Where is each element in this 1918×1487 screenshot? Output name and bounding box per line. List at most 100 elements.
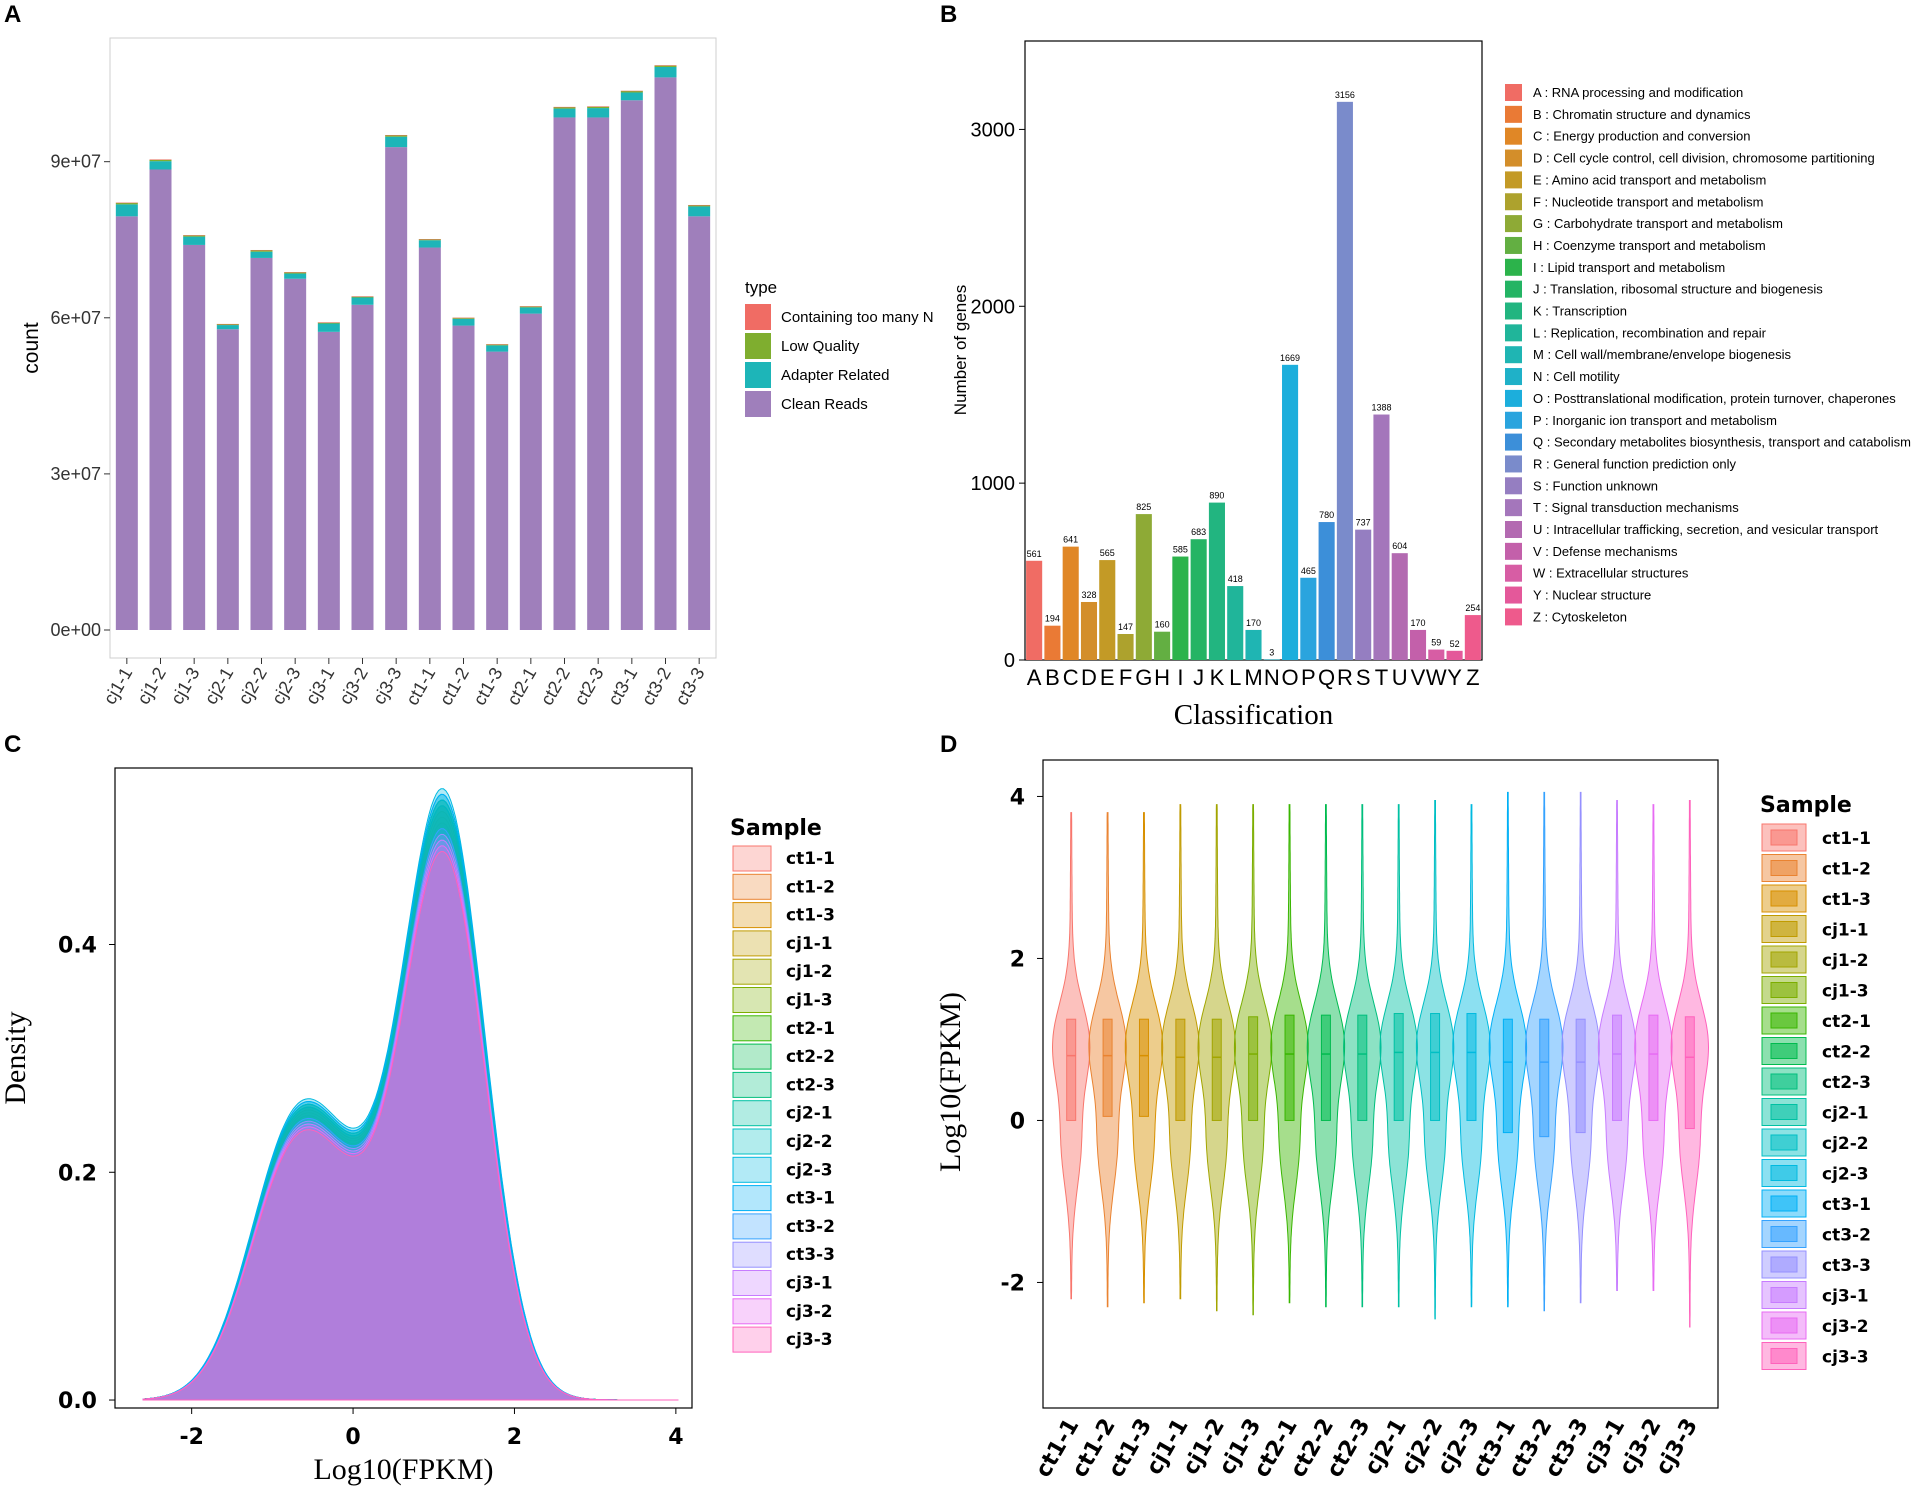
boxplot-ct2-1 [1284,1014,1295,1121]
bar-segment-adapter-related [115,204,138,217]
plot-area-b [1024,40,1483,661]
y-tick-label-a: 3e+07 [50,464,101,484]
legend-key-box-d [1770,1287,1798,1303]
bar-b-F [1117,634,1134,660]
legend-title-d: Sample [1760,793,1852,818]
y-tick-label-a: 0e+00 [50,620,101,640]
legend-label-a: Low Quality [781,338,860,355]
legend-key-c [732,1128,772,1155]
bar-segment-containing-too-many-n [284,272,307,273]
legend-label-c: ct3-3 [786,1245,835,1265]
legend-label-c: ct3-1 [786,1189,835,1209]
y-tick-label-a: 6e+07 [50,308,101,328]
boxplot-ct1-1 [1066,1018,1077,1121]
legend-key-c [732,1071,772,1098]
bar-segment-clean-reads [688,216,711,630]
plot-area-a [109,37,717,659]
legend-label-d: ct1-2 [1822,860,1871,880]
x-tick-label-b: G [1135,665,1152,690]
legend-label-d: ct3-1 [1822,1195,1871,1215]
bar-segment-clean-reads [418,247,441,630]
bar-b-A [1026,560,1043,660]
legend-label-b: B : Chromatin structure and dynamics [1533,107,1751,122]
bar-segment-clean-reads [317,331,340,630]
bar-segment-adapter-related [149,161,172,170]
legend-key-box-d [1770,829,1798,846]
data-label-b: 780 [1319,510,1334,520]
legend-label-d: ct2-2 [1822,1043,1871,1063]
legend-label-d: cj2-1 [1822,1104,1869,1124]
bar-b-R [1336,101,1353,660]
boxplot-cj1-1 [1175,1018,1186,1121]
x-tick-label-c: 2 [507,1425,522,1450]
legend-key-c [732,987,772,1013]
data-label-b: 147 [1118,622,1133,632]
panel-d-violin-chart: -2 0 2 4 Log10(FPKM) ct1-1 ct1-2 ct1-3 cj1-1 cj1-… [934,759,1871,1482]
legend-key-c [732,873,772,900]
legend-label-c: cj3-1 [786,1274,833,1294]
legend-key-c [732,1156,772,1183]
bar-segment-clean-reads [216,329,239,630]
legend-key-b [1505,368,1522,386]
y-axis-title-d: Log10(FPKM) [934,992,967,1172]
y-axis-title-a: count [20,322,43,374]
panel-a-stacked-bar-chart: 0e+00 3e+07 6e+07 9e+07 count cj1-1cj1-2cj1-3… [20,37,934,709]
y-tick-label-d: 4 [1010,785,1025,810]
legend-key-b [1505,149,1522,167]
bar-segment-low-quality [351,296,374,298]
y-tick-label-d: 2 [1010,947,1025,972]
y-axis-title-b: Number of genes [951,285,970,415]
x-tick-label-a: ct1-2 [436,664,473,709]
data-label-b: 59 [1431,638,1441,648]
legend-key-c [732,845,772,872]
x-tick-label-a: ct3-2 [638,664,675,709]
bar-segment-low-quality [149,159,172,162]
legend-label-b: Z : Cytoskeleton [1533,609,1627,624]
x-tick-label-b: E [1100,665,1115,690]
legend-key-box-d [1770,1348,1798,1364]
x-tick-label-a: cj1-2 [133,664,170,708]
legend-label-a: Clean Reads [781,396,868,413]
legend-label-d: cj1-3 [1822,982,1869,1002]
legend-key-a [745,304,771,330]
legend-label-c: ct2-1 [786,1019,835,1039]
bar-segment-clean-reads [115,216,138,630]
data-label-b: 737 [1356,518,1371,528]
bar-segment-clean-reads [486,351,509,630]
bar-segment-low-quality [183,235,206,237]
x-axis-title-c: Log10(FPKM) [313,1453,493,1486]
bar-segment-adapter-related [553,108,576,118]
x-tick-label-a: ct2-2 [537,664,574,709]
legend-key-box-d [1770,890,1798,907]
legend-label-b: H : Coenzyme transport and metabolism [1533,238,1766,253]
legend-key-b [1505,433,1522,451]
x-tick-label-a: cj2-3 [268,664,305,708]
bar-segment-containing-too-many-n [620,90,643,92]
legend-key-b [1505,608,1522,626]
legend-label-d: cj3-1 [1822,1287,1869,1307]
legend-key-box-d [1770,1043,1798,1059]
bar-segment-low-quality [385,135,408,137]
legend-key-box-d [1770,860,1798,876]
legend-label-c: ct2-2 [786,1047,835,1067]
bar-segment-clean-reads [654,77,677,630]
bar-segment-adapter-related [250,251,273,258]
bar-segment-clean-reads [385,147,408,630]
legend-label-c: ct2-3 [786,1075,835,1095]
x-tick-label-b: A [1027,665,1042,690]
legend-label-c: cj2-3 [786,1160,833,1180]
x-tick-label-a: ct3-1 [604,664,641,709]
bar-segment-clean-reads [284,278,307,630]
x-tick-label-b: J [1193,665,1204,690]
bar-segment-clean-reads [587,117,610,631]
data-label-b: 170 [1411,618,1426,628]
legend-key-b [1505,586,1522,604]
legend-label-d: ct1-3 [1822,890,1871,910]
bar-b-V [1409,629,1427,660]
legend-label-d: cj3-2 [1822,1317,1869,1337]
x-tick-label-b: H [1154,665,1170,690]
legend-label-c: cj2-1 [786,1104,833,1124]
bar-segment-adapter-related [587,108,610,118]
legend-key-box-d [1770,1165,1798,1181]
x-tick-label-b: K [1210,665,1225,690]
